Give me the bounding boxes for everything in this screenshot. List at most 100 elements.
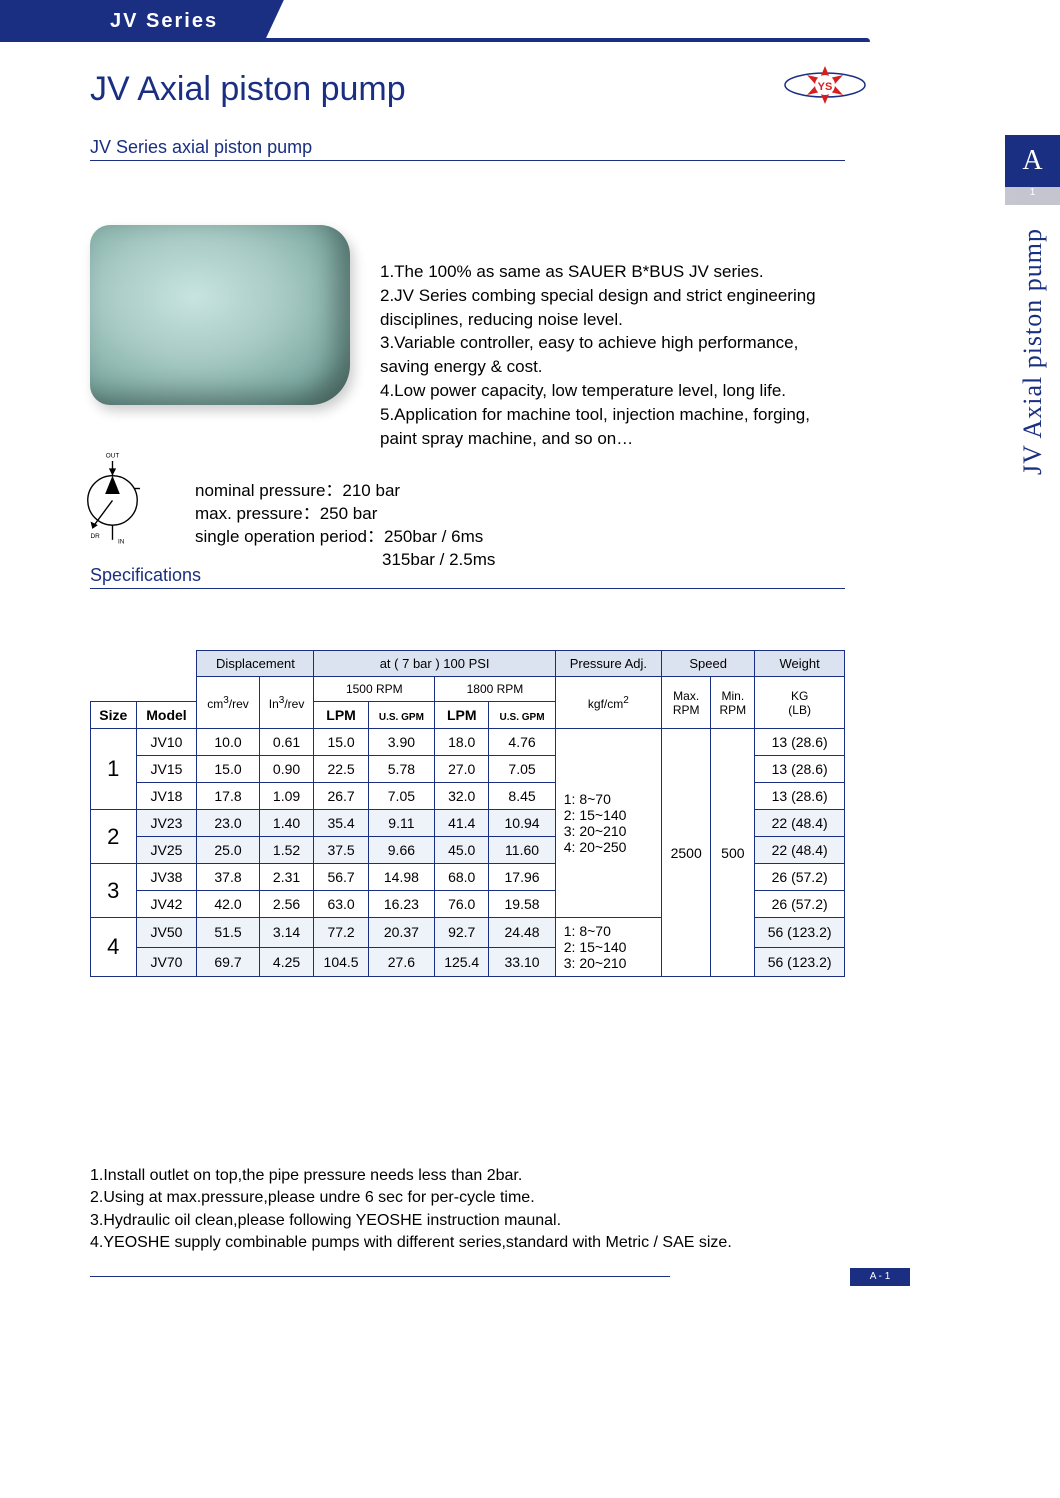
note-item: 2.Using at max.pressure,please undre 6 s…	[90, 1187, 732, 1209]
weight-cell: 56 (123.2)	[755, 947, 845, 977]
data-cell: 16.23	[368, 891, 434, 918]
data-cell: 27.6	[368, 947, 434, 977]
feature-item: 1.The 100% as same as SAUER B*BUS JV ser…	[380, 260, 840, 284]
data-cell: 76.0	[435, 891, 489, 918]
spec-table: Displacement at ( 7 bar ) 100 PSI Pressu…	[90, 650, 845, 977]
top-bar-tail	[250, 38, 870, 42]
th-weight: Weight	[755, 651, 845, 677]
svg-text:YS: YS	[818, 81, 833, 93]
data-cell: 5.78	[368, 756, 434, 783]
data-cell: 2.56	[259, 891, 314, 918]
data-cell: 125.4	[435, 947, 489, 977]
data-cell: 9.66	[368, 837, 434, 864]
th-size: Size	[91, 702, 137, 729]
data-cell: 1.09	[259, 783, 314, 810]
pressure-specs: nominal pressure：210 bar max. pressure：2…	[195, 480, 495, 572]
th-displacement: Displacement	[197, 651, 314, 677]
data-cell: 41.4	[435, 810, 489, 837]
th-lpm: LPM	[314, 702, 368, 729]
th-model: Model	[136, 702, 197, 729]
table-row: 1JV1010.00.6115.03.9018.04.761: 8~70 2: …	[91, 729, 845, 756]
data-cell: JV18	[136, 783, 197, 810]
data-cell: JV15	[136, 756, 197, 783]
data-cell: 10.0	[197, 729, 259, 756]
spec-line: nominal pressure：210 bar	[195, 480, 495, 503]
size-cell: 1	[91, 729, 137, 810]
data-cell: 23.0	[197, 810, 259, 837]
data-cell: 26.7	[314, 783, 368, 810]
data-cell: 33.10	[489, 947, 555, 977]
section-tab-page: 1	[1005, 187, 1060, 205]
data-cell: 20.37	[368, 918, 434, 948]
data-cell: 3.14	[259, 918, 314, 948]
th-kgfcm2: kgf/cm2	[555, 677, 661, 729]
note-item: 4.YEOSHE supply combinable pumps with di…	[90, 1232, 732, 1254]
th-maxrpm: Max.RPM	[661, 677, 710, 729]
th-cm3rev: cm3/rev	[197, 677, 259, 729]
brand-logo: YS	[780, 60, 870, 110]
data-cell: JV38	[136, 864, 197, 891]
data-cell: 17.8	[197, 783, 259, 810]
th-in3rev: In3/rev	[259, 677, 314, 729]
weight-cell: 22 (48.4)	[755, 810, 845, 837]
weight-cell: 56 (123.2)	[755, 918, 845, 948]
th-usgpm: U.S. GPM	[489, 702, 555, 729]
data-cell: 1.40	[259, 810, 314, 837]
spec-heading: Specifications	[90, 565, 201, 586]
footer-page-tag: A - 1	[850, 1268, 910, 1286]
weight-cell: 13 (28.6)	[755, 756, 845, 783]
data-cell: 77.2	[314, 918, 368, 948]
data-cell: JV23	[136, 810, 197, 837]
data-cell: 104.5	[314, 947, 368, 977]
data-cell: 3.90	[368, 729, 434, 756]
data-cell: 9.11	[368, 810, 434, 837]
size-cell: 2	[91, 810, 137, 864]
pressure-range-cell: 1: 8~70 2: 15~140 3: 20~210 4: 20~250	[555, 729, 661, 918]
size-cell: 3	[91, 864, 137, 918]
feature-item: 3.Variable controller, easy to achieve h…	[380, 331, 840, 379]
data-cell: 1.52	[259, 837, 314, 864]
spec-rule	[90, 588, 845, 589]
data-cell: 7.05	[368, 783, 434, 810]
data-cell: 15.0	[314, 729, 368, 756]
feature-item: 2.JV Series combing special design and s…	[380, 284, 840, 332]
th-lpm: LPM	[435, 702, 489, 729]
svg-text:DR: DR	[90, 533, 100, 540]
note-item: 3.Hydraulic oil clean,please following Y…	[90, 1210, 732, 1232]
data-cell: JV42	[136, 891, 197, 918]
th-1800rpm: 1800 RPM	[435, 677, 556, 702]
th-speed: Speed	[661, 651, 754, 677]
data-cell: 63.0	[314, 891, 368, 918]
feature-item: 4.Low power capacity, low temperature le…	[380, 379, 840, 403]
min-rpm-cell: 500	[711, 729, 755, 977]
data-cell: 14.98	[368, 864, 434, 891]
data-cell: 27.0	[435, 756, 489, 783]
svg-text:OUT: OUT	[106, 452, 120, 459]
data-cell: 69.7	[197, 947, 259, 977]
top-bar: JV Series	[0, 0, 1060, 52]
pressure-range-cell: 1: 8~70 2: 15~140 3: 20~210	[555, 918, 661, 977]
data-cell: 18.0	[435, 729, 489, 756]
weight-cell: 13 (28.6)	[755, 729, 845, 756]
spec-line: 315bar / 2.5ms	[195, 549, 495, 572]
data-cell: 11.60	[489, 837, 555, 864]
svg-text:IN: IN	[118, 538, 125, 545]
feature-list: 1.The 100% as same as SAUER B*BUS JV ser…	[380, 260, 840, 450]
th-1500rpm: 1500 RPM	[314, 677, 435, 702]
data-cell: JV70	[136, 947, 197, 977]
data-cell: 0.90	[259, 756, 314, 783]
data-cell: 92.7	[435, 918, 489, 948]
data-cell: 4.25	[259, 947, 314, 977]
data-cell: 17.96	[489, 864, 555, 891]
data-cell: 42.0	[197, 891, 259, 918]
data-cell: 0.61	[259, 729, 314, 756]
th-usgpm: U.S. GPM	[368, 702, 434, 729]
spec-line: max. pressure：250 bar	[195, 503, 495, 526]
spec-line: single operation period：250bar / 6ms	[195, 526, 495, 549]
data-cell: 10.94	[489, 810, 555, 837]
page-title: JV Axial piston pump	[90, 70, 406, 109]
size-cell: 4	[91, 918, 137, 977]
data-cell: JV10	[136, 729, 197, 756]
data-cell: 7.05	[489, 756, 555, 783]
data-cell: 8.45	[489, 783, 555, 810]
